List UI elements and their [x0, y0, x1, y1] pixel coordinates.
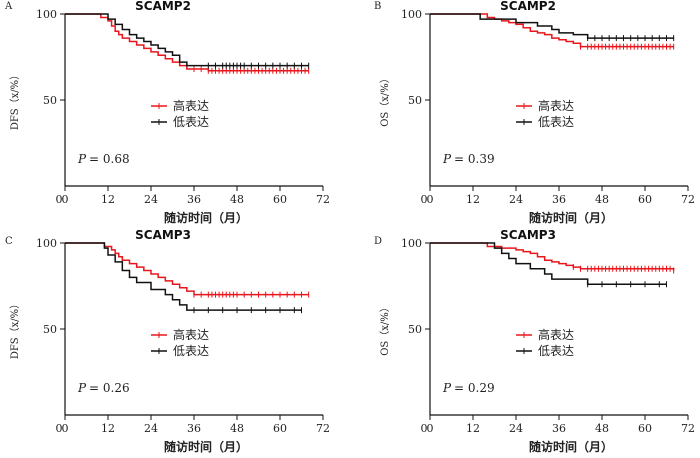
series-line: [430, 13, 674, 48]
y-tick-label: 100: [36, 237, 57, 250]
x-tick-label: 24: [509, 422, 523, 435]
series-line: [65, 13, 309, 72]
x-tick-label: 36: [187, 422, 201, 435]
y-axis-label: OS（x/%）: [379, 73, 391, 127]
series-low: [65, 13, 310, 69]
series-line: [65, 242, 302, 311]
origin-label: 0: [421, 193, 428, 206]
x-axis-label: 随访时间（月）: [164, 210, 248, 225]
p-value-symbol: P: [442, 381, 452, 395]
x-tick-label: 72: [681, 193, 695, 206]
x-tick-label: 72: [316, 422, 330, 435]
series-low: [430, 242, 667, 288]
p-value: = 0.39: [454, 152, 495, 166]
x-tick-label: 24: [144, 422, 158, 435]
x-tick-label: 48: [230, 193, 244, 206]
panel-letter: A: [4, 1, 13, 12]
legend-label: 低表达: [538, 344, 574, 358]
chart-panel-b: B 0 12 24 36 48 60 72 50 100 0 OS（x/%） 随访时间（月） SCAMP2…: [374, 0, 695, 225]
legend-label: 低表达: [538, 115, 574, 129]
legend-label: 高表达: [173, 327, 209, 342]
p-value: = 0.26: [89, 381, 130, 395]
legend-label: 高表达: [173, 98, 209, 113]
origin-label: 0: [56, 422, 63, 435]
series-line: [65, 242, 309, 296]
chart-title: SCAMP3: [500, 228, 556, 242]
x-tick-label: 60: [273, 193, 287, 206]
series-line: [430, 13, 674, 39]
y-tick-label: 100: [401, 237, 422, 250]
panel-letter: C: [5, 236, 13, 247]
series-line: [430, 242, 675, 271]
x-tick-label: 24: [509, 193, 523, 206]
x-tick-label: 24: [144, 193, 158, 206]
p-value: = 0.68: [89, 152, 130, 166]
y-tick-label: 100: [401, 8, 422, 21]
p-value-symbol: P: [442, 152, 452, 166]
series-low: [65, 242, 302, 314]
series-high: [430, 242, 675, 274]
x-tick-label: 36: [552, 422, 566, 435]
series-line: [430, 242, 667, 286]
y-tick-label: 100: [36, 8, 57, 21]
legend-label: 低表达: [173, 115, 209, 129]
legend-label: 高表达: [538, 327, 574, 342]
x-tick-label: 72: [681, 422, 695, 435]
y-axis-label: DFS（x/%）: [9, 70, 21, 130]
x-tick-label: 48: [595, 193, 609, 206]
series-high: [65, 242, 310, 298]
x-tick-label: 12: [466, 422, 480, 435]
x-tick-label: 72: [316, 193, 330, 206]
x-tick-label: 12: [101, 422, 115, 435]
y-tick-label: 50: [408, 94, 422, 107]
series-low: [430, 13, 675, 42]
x-tick-label: 12: [466, 193, 480, 206]
y-tick-label: 50: [408, 323, 422, 336]
x-tick-label: 0: [427, 422, 434, 435]
x-tick-label: 48: [230, 422, 244, 435]
chart-panel-d: D 0 12 24 36 48 60 72 50 100 0 OS（x/%） 随访时间（月） SCAMP3…: [374, 228, 695, 454]
chart-title: SCAMP3: [135, 228, 191, 242]
x-axis-label: 随访时间（月）: [529, 439, 613, 454]
x-tick-label: 0: [62, 422, 69, 435]
x-tick-label: 0: [62, 193, 69, 206]
chart-title: SCAMP2: [135, 0, 191, 13]
y-axis-label: OS（x/%）: [379, 302, 391, 356]
panel-letter: D: [374, 236, 382, 247]
x-tick-label: 60: [638, 193, 652, 206]
x-tick-label: 0: [427, 193, 434, 206]
x-tick-label: 60: [273, 422, 287, 435]
x-tick-label: 48: [595, 422, 609, 435]
y-tick-label: 50: [43, 94, 57, 107]
chart-panel-a: A 0 12 24 36 48 60 72 50 100 0 DFS（x/%） 随访时间（月） SCAMP…: [4, 0, 330, 225]
legend-label: 高表达: [538, 98, 574, 113]
x-tick-label: 60: [638, 422, 652, 435]
y-tick-label: 50: [43, 323, 57, 336]
series-line: [65, 13, 309, 67]
p-value-symbol: P: [77, 152, 87, 166]
y-axis-label: DFS（x/%）: [9, 299, 21, 359]
p-value-symbol: P: [77, 381, 87, 395]
x-tick-label: 12: [101, 193, 115, 206]
series-high: [430, 13, 675, 50]
x-tick-label: 36: [187, 193, 201, 206]
chart-panel-c: C 0 12 24 36 48 60 72 50 100 0 DFS（x/%） 随访时间（月） SCAMP…: [5, 228, 330, 454]
origin-label: 0: [56, 193, 63, 206]
origin-label: 0: [421, 422, 428, 435]
x-axis-label: 随访时间（月）: [164, 439, 248, 454]
chart-title: SCAMP2: [500, 0, 556, 13]
x-tick-label: 36: [552, 193, 566, 206]
series-high: [65, 13, 310, 74]
legend-label: 低表达: [173, 344, 209, 358]
panel-letter: B: [374, 1, 381, 12]
p-value: = 0.29: [454, 381, 495, 395]
x-axis-label: 随访时间（月）: [529, 210, 613, 225]
